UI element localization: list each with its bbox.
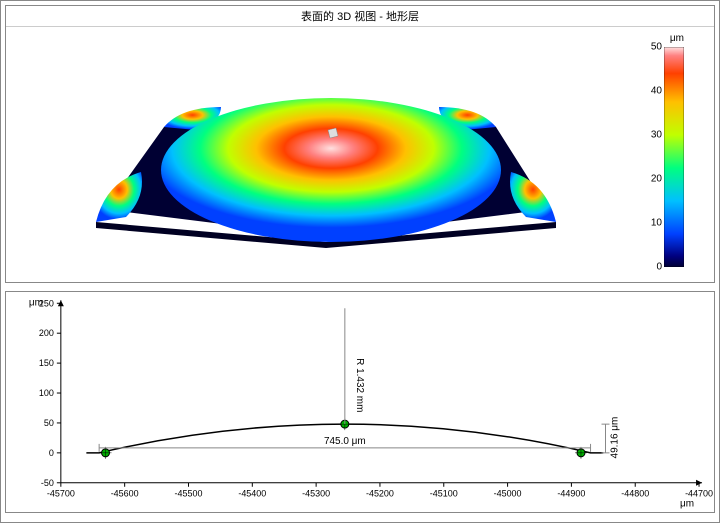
surface-3d-view[interactable]: μm: [6, 27, 714, 277]
corner-right: [510, 172, 556, 222]
y-tick-label: 100: [39, 388, 54, 398]
x-tick-label: -45600: [111, 489, 139, 499]
x-tick-label: -45200: [366, 489, 394, 499]
surface-3d-svg: [46, 42, 586, 272]
height-label: 49.16 μm: [609, 417, 620, 459]
x-tick-label: -45500: [175, 489, 203, 499]
corner-left: [96, 172, 142, 222]
main-dome: [161, 98, 501, 242]
x-tick-label: -45000: [494, 489, 522, 499]
y-tick-label: 150: [39, 358, 54, 368]
x-tick-label: -45700: [47, 489, 75, 499]
y-tick-label: 200: [39, 328, 54, 338]
x-tick-label: -44900: [557, 489, 585, 499]
colorbar-tick: 0: [656, 262, 662, 273]
colorbar-tick: 40: [651, 86, 662, 97]
x-axis-unit: μm: [680, 499, 694, 510]
width-label: 745.0 μm: [324, 436, 366, 447]
colorbar-tick: 10: [651, 218, 662, 229]
x-tick-label: -44700: [685, 489, 713, 499]
colorbar-tick: 20: [651, 174, 662, 185]
profile-panel: -50050100150200250μm-45700-45600-45500-4…: [5, 291, 715, 513]
panel-title: 表面的 3D 视图 - 地形层: [6, 6, 714, 27]
colorbar-tick: 50: [651, 42, 662, 53]
radius-label: R 1.432 mm: [354, 358, 365, 412]
y-tick-label: 0: [49, 448, 54, 458]
surface-3d-panel: 表面的 3D 视图 - 地形层: [5, 5, 715, 283]
colorbar-tick: 30: [651, 130, 662, 141]
y-tick-label: 50: [44, 418, 54, 428]
peak-artifact: [328, 128, 338, 138]
x-tick-label: -45100: [430, 489, 458, 499]
x-tick-label: -44800: [621, 489, 649, 499]
y-tick-label: -50: [41, 478, 54, 488]
profile-chart[interactable]: -50050100150200250μm-45700-45600-45500-4…: [6, 292, 714, 512]
y-axis-unit: μm: [29, 297, 43, 308]
x-tick-label: -45400: [238, 489, 266, 499]
colorbar: [664, 47, 684, 267]
x-tick-label: -45300: [302, 489, 330, 499]
colorbar-unit: μm: [670, 33, 684, 44]
